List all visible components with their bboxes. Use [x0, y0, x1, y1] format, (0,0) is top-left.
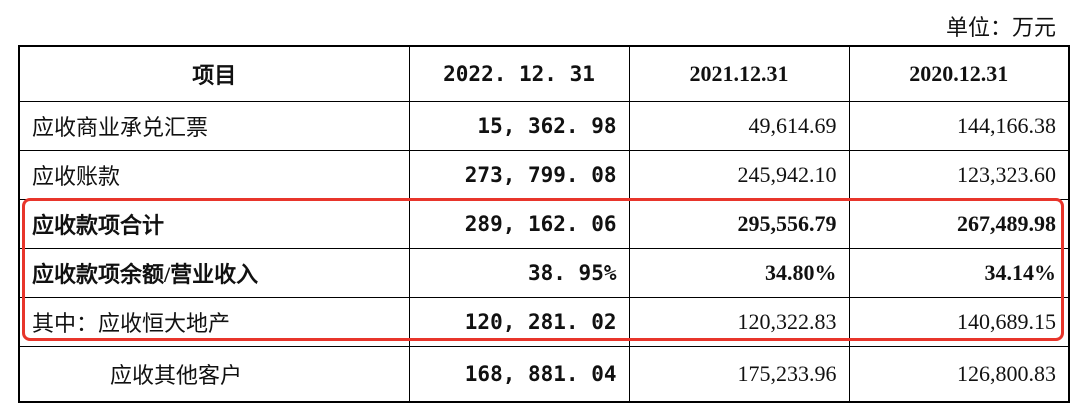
- table-row: 应收款项余额/营业收入 38. 95% 34.80% 34.14%: [18, 248, 1070, 298]
- row-label: 应收款项合计: [18, 199, 410, 249]
- cell: 34.80%: [628, 248, 850, 298]
- cell: 175,233.96: [628, 346, 850, 403]
- cell: 120, 281. 02: [408, 297, 630, 347]
- data-table: 项目 2022. 12. 31 2021.12.31 2020.12.31 应收…: [18, 45, 1070, 403]
- cell: 168, 881. 04: [408, 346, 630, 403]
- table-row: 其中：应收恒大地产 120, 281. 02 120,322.83 140,68…: [18, 297, 1070, 347]
- cell: 123,323.60: [848, 150, 1070, 200]
- header-row: 项目 2022. 12. 31 2021.12.31 2020.12.31: [18, 45, 1070, 102]
- cell: 34.14%: [848, 248, 1070, 298]
- cell: 289, 162. 06: [408, 199, 630, 249]
- cell: 273, 799. 08: [408, 150, 630, 200]
- cell: 140,689.15: [848, 297, 1070, 347]
- cell: 267,489.98: [848, 199, 1070, 249]
- header-cell: 2020.12.31: [848, 45, 1070, 102]
- table-row: 应收其他客户 168, 881. 04 175,233.96 126,800.8…: [18, 346, 1070, 403]
- table-row: 应收账款 273, 799. 08 245,942.10 123,323.60: [18, 150, 1070, 200]
- cell: 15, 362. 98: [408, 101, 630, 151]
- cell: 126,800.83: [848, 346, 1070, 403]
- cell: 144,166.38: [848, 101, 1070, 151]
- header-cell: 2022. 12. 31: [408, 45, 630, 102]
- row-label: 应收账款: [18, 150, 410, 200]
- header-cell: 2021.12.31: [628, 45, 850, 102]
- row-label: 应收其他客户: [18, 346, 410, 403]
- unit-label: 单位：万元: [945, 15, 1056, 40]
- cell: 120,322.83: [628, 297, 850, 347]
- row-label: 其中：应收恒大地产: [18, 297, 410, 347]
- cell: 49,614.69: [628, 101, 850, 151]
- header-cell: 项目: [18, 45, 410, 102]
- table-row: 应收款项合计 289, 162. 06 295,556.79 267,489.9…: [18, 199, 1070, 249]
- row-label: 应收款项余额/营业收入: [18, 248, 410, 298]
- row-label: 应收商业承兑汇票: [18, 101, 410, 151]
- cell: 38. 95%: [408, 248, 630, 298]
- table-row: 应收商业承兑汇票 15, 362. 98 49,614.69 144,166.3…: [18, 101, 1070, 151]
- cell: 295,556.79: [628, 199, 850, 249]
- cell: 245,942.10: [628, 150, 850, 200]
